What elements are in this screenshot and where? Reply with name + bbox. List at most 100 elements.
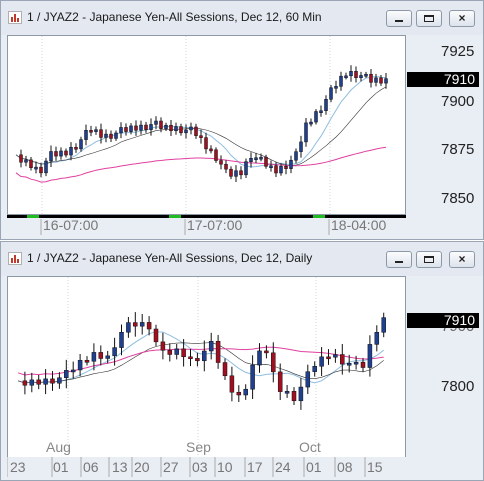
chart-window-daily[interactable]: 1 / JYAZ2 - Japanese Yen-All Sessions, D… bbox=[0, 241, 484, 481]
candle-body bbox=[369, 73, 373, 83]
candle-body bbox=[114, 132, 118, 139]
candle-body bbox=[181, 348, 186, 358]
candle-body bbox=[333, 354, 338, 358]
maximize-button[interactable] bbox=[416, 10, 442, 27]
time-label: 16-07:00 bbox=[43, 217, 99, 233]
candle-body bbox=[124, 127, 128, 132]
day-label: 13 bbox=[112, 459, 128, 475]
candle-body bbox=[34, 166, 38, 170]
candle-body bbox=[84, 130, 88, 140]
minimize-button[interactable] bbox=[386, 10, 412, 27]
candle-body bbox=[199, 135, 203, 138]
day-label: 15 bbox=[367, 459, 383, 475]
price-label: 7850 bbox=[441, 190, 475, 207]
price-chart-panel[interactable] bbox=[7, 276, 406, 474]
close-button[interactable]: × bbox=[449, 10, 475, 27]
candle-body bbox=[234, 170, 238, 177]
candle-body bbox=[291, 391, 297, 402]
candle-body bbox=[229, 168, 233, 177]
price-label: 7800 bbox=[441, 378, 475, 395]
price-chart-panel[interactable] bbox=[7, 35, 406, 215]
candle-body bbox=[204, 137, 208, 150]
candle-body bbox=[329, 87, 333, 100]
candle-body bbox=[59, 150, 63, 157]
candle-body bbox=[49, 151, 53, 162]
minimize-button[interactable] bbox=[386, 251, 412, 268]
candle-body bbox=[104, 133, 108, 138]
time-axis[interactable]: 16-07:00 17-07:00 18-04:00 bbox=[7, 215, 406, 235]
candle-body bbox=[139, 124, 143, 131]
price-scale[interactable] bbox=[406, 35, 483, 215]
minimize-icon bbox=[395, 20, 403, 22]
candle-body bbox=[339, 75, 343, 87]
moving-average-short bbox=[17, 331, 385, 384]
candle-body bbox=[119, 331, 124, 348]
candle-body bbox=[105, 355, 110, 359]
candle-body bbox=[77, 360, 83, 371]
time-label: 17-07:00 bbox=[187, 217, 243, 233]
day-label: 06 bbox=[83, 459, 99, 475]
candle-body bbox=[19, 154, 23, 163]
candle-body bbox=[249, 158, 253, 162]
candle-body bbox=[264, 350, 269, 354]
candle-body bbox=[153, 328, 159, 343]
axis-ticks bbox=[7, 457, 366, 477]
candle-body bbox=[44, 160, 48, 174]
close-button[interactable]: × bbox=[449, 251, 475, 268]
window-title: 1 / JYAZ2 - Japanese Yen-All Sessions, D… bbox=[27, 10, 322, 24]
candle-body bbox=[109, 133, 113, 139]
candle-body bbox=[334, 86, 338, 89]
candle-body bbox=[184, 129, 188, 134]
candle-body bbox=[229, 375, 235, 393]
candle-body bbox=[340, 354, 345, 365]
day-label: 17 bbox=[247, 459, 263, 475]
candle-body bbox=[139, 322, 145, 327]
candle-body bbox=[344, 75, 348, 79]
maximize-icon bbox=[424, 256, 434, 263]
candle-body bbox=[284, 165, 288, 169]
chart-window-60min[interactable]: 1 / JYAZ2 - Japanese Yen-All Sessions, D… bbox=[0, 0, 484, 240]
price-label: 7925 bbox=[441, 43, 475, 60]
candle-body bbox=[144, 124, 148, 130]
candle-body bbox=[254, 157, 258, 160]
title-bar[interactable]: 1 / JYAZ2 - Japanese Yen-All Sessions, D… bbox=[1, 1, 483, 35]
candle-body bbox=[99, 129, 103, 138]
day-label: 08 bbox=[337, 459, 353, 475]
candle-body bbox=[149, 124, 153, 130]
candle-body bbox=[167, 350, 173, 355]
candle-body bbox=[222, 362, 228, 377]
maximize-button[interactable] bbox=[416, 251, 442, 268]
window-title: 1 / JYAZ2 - Japanese Yen-All Sessions, D… bbox=[27, 251, 313, 265]
candle-body bbox=[367, 344, 373, 368]
candle-body bbox=[271, 352, 276, 373]
time-axis[interactable]: 23 01 06 13 20 27 03 10 17 24 01 08 15 bbox=[7, 457, 406, 477]
candlestick-chart bbox=[17, 277, 386, 473]
candle-body bbox=[54, 151, 58, 157]
moving-average-mid bbox=[15, 86, 387, 167]
candle-body bbox=[64, 370, 69, 378]
candle-body bbox=[224, 163, 228, 170]
candle-body bbox=[219, 160, 223, 165]
moving-average-mid bbox=[17, 342, 384, 384]
candle-body bbox=[57, 377, 62, 384]
candle-body bbox=[195, 358, 200, 362]
candle-body bbox=[159, 120, 163, 129]
candle-body bbox=[326, 356, 331, 360]
candle-body bbox=[236, 391, 242, 396]
candle-body bbox=[314, 111, 318, 123]
month-label: Aug bbox=[46, 439, 71, 455]
price-scale[interactable] bbox=[406, 276, 483, 474]
candle-body bbox=[179, 126, 183, 134]
candle-body bbox=[379, 77, 383, 84]
candle-body bbox=[264, 156, 268, 167]
candle-body bbox=[133, 322, 138, 327]
candle-body bbox=[346, 363, 352, 366]
candle-body bbox=[259, 156, 263, 160]
candle-body bbox=[169, 124, 173, 132]
chart-app-icon bbox=[8, 11, 22, 24]
candle-body bbox=[36, 379, 41, 385]
candle-body bbox=[277, 371, 283, 392]
candle-body bbox=[353, 361, 359, 365]
title-bar[interactable]: 1 / JYAZ2 - Japanese Yen-All Sessions, D… bbox=[1, 242, 483, 276]
candle-body bbox=[174, 126, 178, 132]
